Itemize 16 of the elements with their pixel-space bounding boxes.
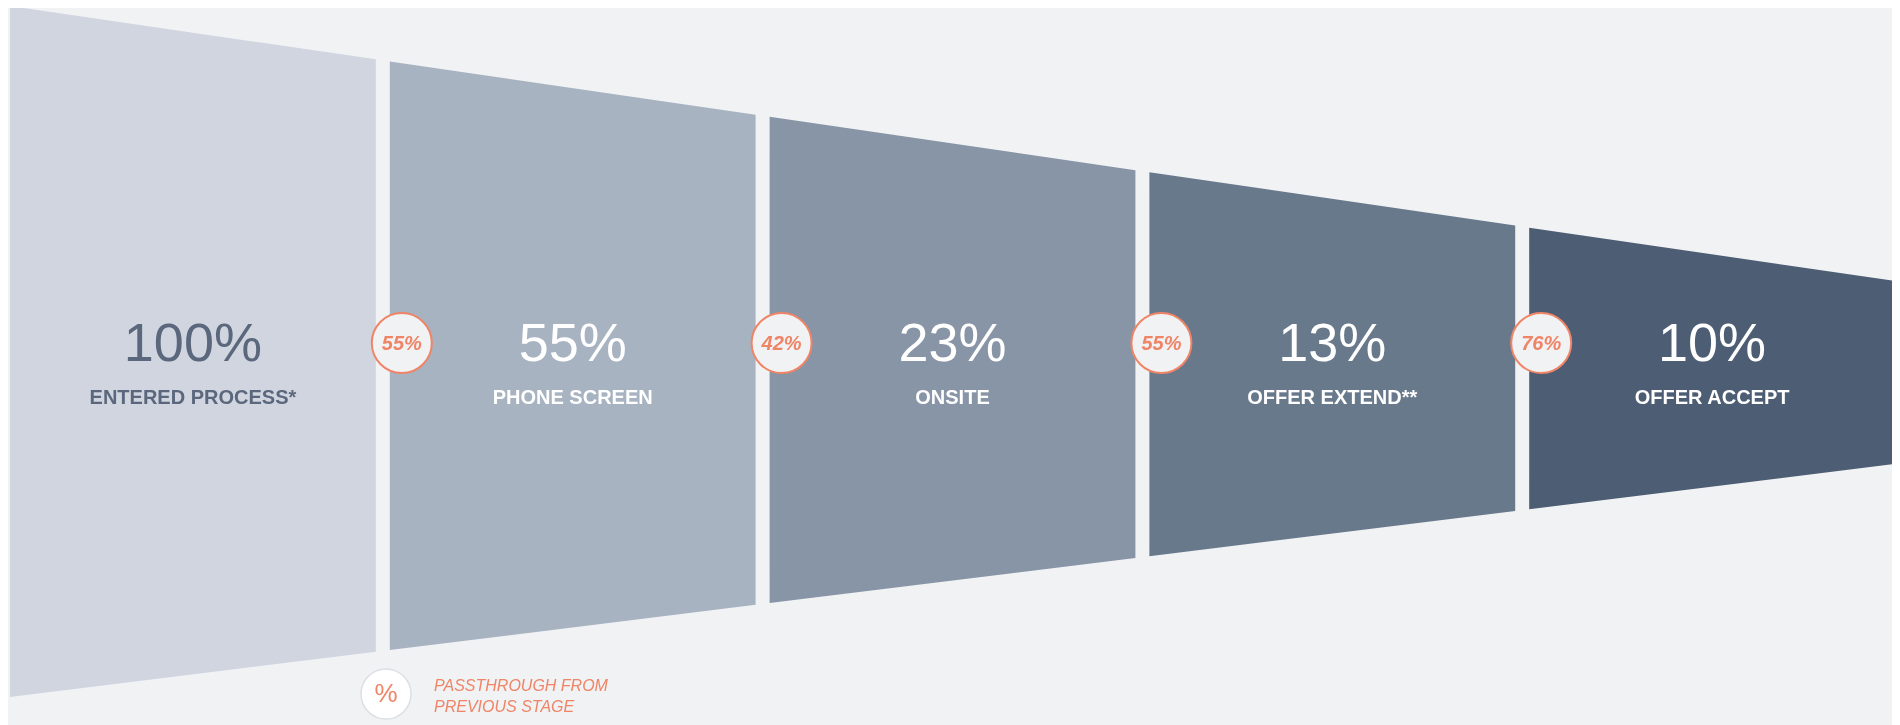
category-label: OFFER ACCEPT [1634, 386, 1790, 408]
category-label: ENTERED PROCESS* [89, 386, 297, 408]
data-label: 55% [381, 331, 423, 354]
data-label: 10% [1658, 312, 1767, 372]
data-label: 42% [760, 331, 802, 354]
data-label: 55% [1141, 331, 1182, 354]
data-label: 13% [1278, 312, 1387, 372]
data-label: 76% [1521, 331, 1562, 354]
data-label: 23% [898, 312, 1007, 372]
text: PASSTHROUGH FROM PREVIOUS STAGE [434, 677, 609, 715]
category-label: OFFER EXTEND** [1247, 386, 1418, 408]
data-label: 100% [123, 312, 262, 372]
text: % [374, 678, 398, 709]
category-label: ONSITE [915, 386, 990, 408]
data-label: 55% [518, 312, 627, 372]
category-label: PHONE SCREEN [492, 386, 653, 408]
